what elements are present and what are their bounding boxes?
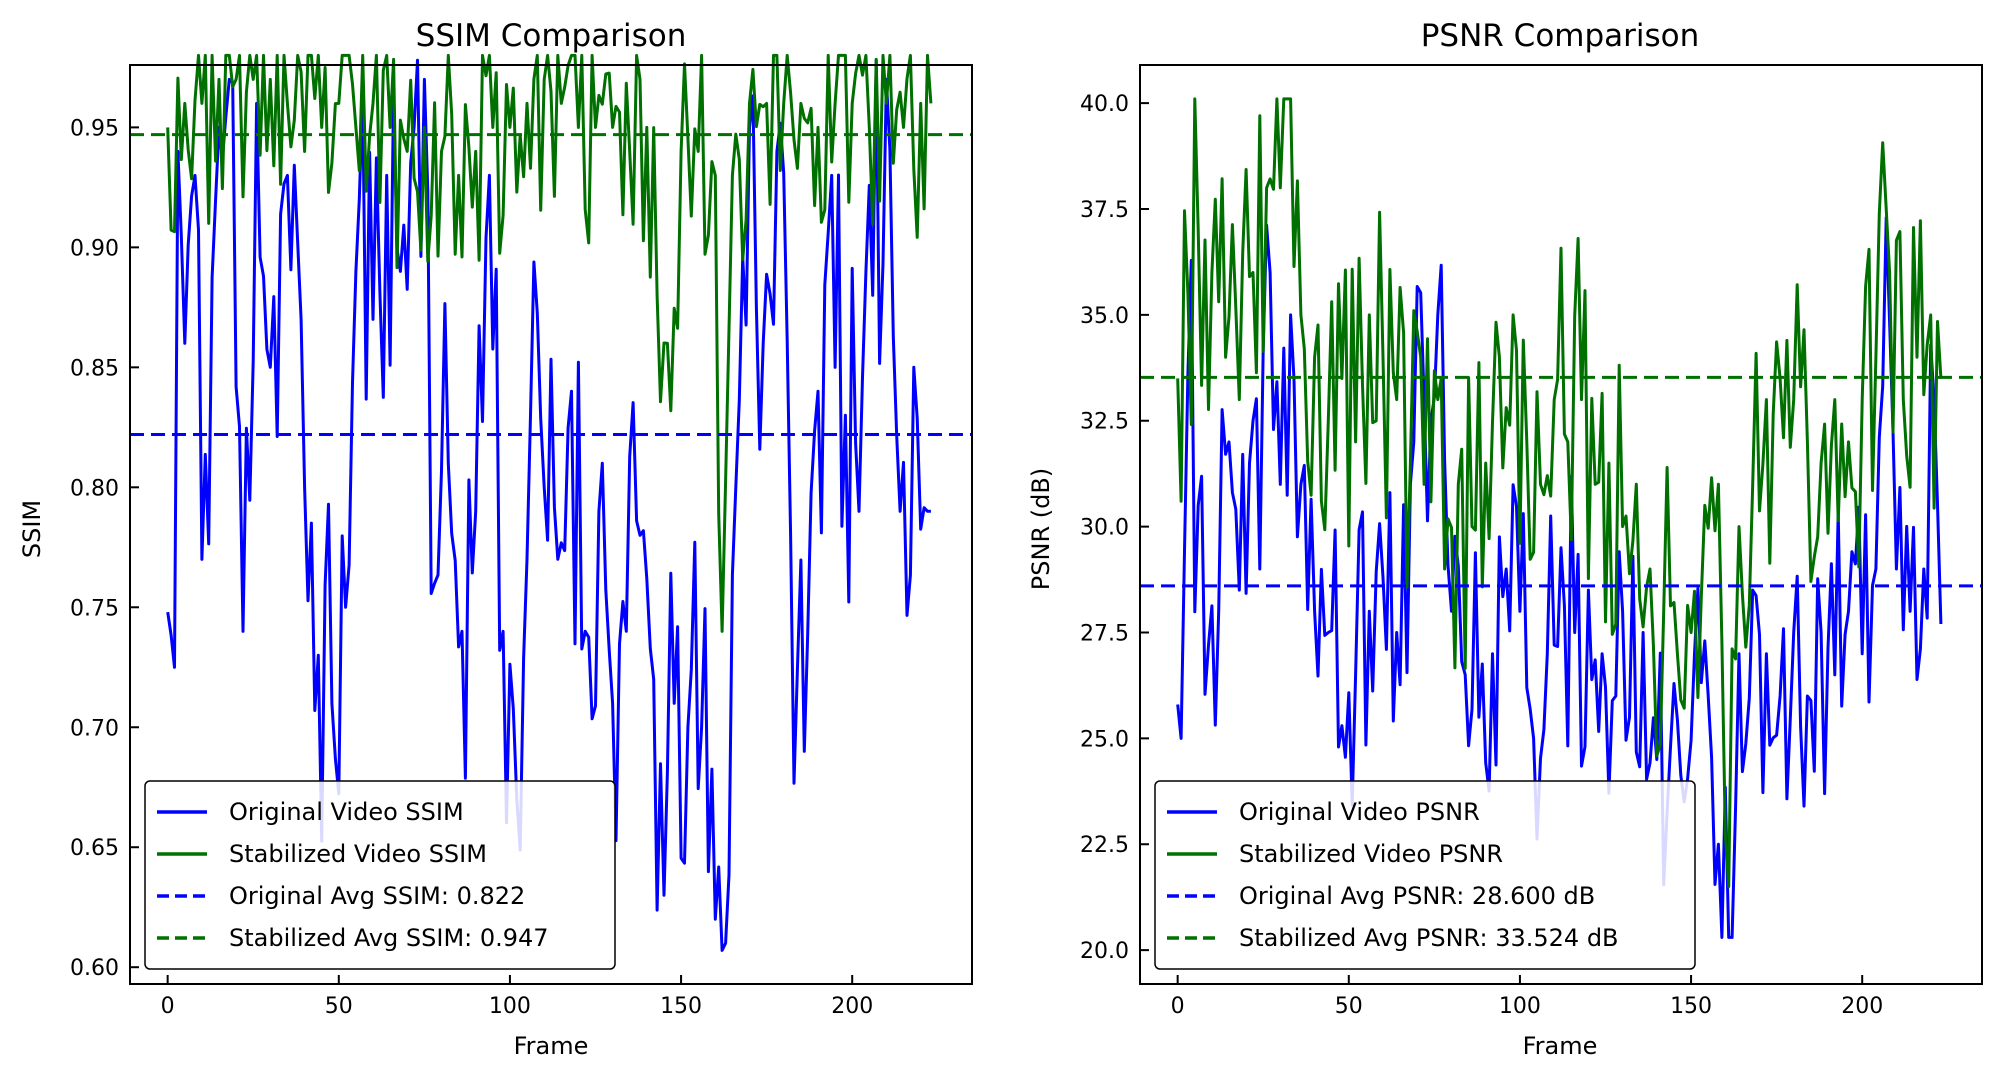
- y-tick-label: 25.0: [1080, 727, 1129, 752]
- y-tick-label: 40.0: [1080, 92, 1129, 117]
- y-tick-label: 27.5: [1080, 621, 1129, 646]
- y-tick-label: 0.65: [70, 836, 119, 861]
- plot-frame: [129, 64, 973, 985]
- x-tick-label: 150: [660, 994, 702, 1019]
- plot-frame: [1139, 64, 1983, 985]
- y-tick-label: 0.85: [70, 356, 119, 381]
- psnr-chart: PSNR Comparison Frame PSNR (dB) 0 50 100 15…: [1027, 18, 1983, 1060]
- series-line: [1176, 216, 1943, 939]
- legend-entry: Original Avg SSIM: 0.822: [229, 882, 525, 910]
- x-tick-label: 150: [1670, 994, 1712, 1019]
- y-tick-label: 37.5: [1080, 198, 1129, 223]
- x-tick-label: 0: [1171, 994, 1185, 1019]
- y-tick-label: 0.75: [70, 596, 119, 621]
- y-tick-label: 30.0: [1080, 516, 1129, 541]
- legend-entry: Original Video SSIM: [229, 798, 464, 826]
- legend-entry: Original Video PSNR: [1239, 798, 1480, 826]
- legend-entry: Stabilized Video SSIM: [229, 840, 487, 868]
- y-axis-label: PSNR (dB): [1027, 468, 1055, 590]
- x-tick-label: 200: [1841, 994, 1883, 1019]
- x-axis-label: Frame: [514, 1032, 589, 1060]
- x-tick-label: 50: [1335, 994, 1363, 1019]
- x-axis-label: Frame: [1523, 1032, 1598, 1060]
- x-tick-label: 200: [831, 994, 873, 1019]
- legend-entry: Original Avg PSNR: 28.600 dB: [1239, 882, 1595, 910]
- legend: Original Video PSNR Stabilized Video PSNR…: [1154, 780, 1696, 970]
- legend-entry: Stabilized Video PSNR: [1239, 840, 1503, 868]
- series-line: [166, 53, 933, 633]
- chart-title: SSIM Comparison: [416, 18, 687, 54]
- legend-entry: Stabilized Avg SSIM: 0.947: [229, 924, 549, 952]
- series-line: [166, 58, 931, 952]
- legend-box: [1154, 780, 1696, 970]
- x-tick-label: 50: [325, 994, 353, 1019]
- x-tick-label: 100: [489, 994, 531, 1019]
- y-tick-label: 0.60: [70, 956, 119, 981]
- y-axis-label: SSIM: [18, 500, 46, 558]
- y-tick-label: 0.90: [70, 236, 119, 261]
- y-tick-label: 22.5: [1080, 833, 1129, 858]
- legend: Original Video SSIM Stabilized Video SSIM…: [144, 780, 616, 970]
- chart-title: PSNR Comparison: [1421, 18, 1700, 54]
- series-line: [1176, 97, 1943, 889]
- legend-entry: Stabilized Avg PSNR: 33.524 dB: [1239, 924, 1619, 952]
- y-tick-label: 0.95: [70, 116, 119, 141]
- y-tick-label: 0.70: [70, 716, 119, 741]
- y-tick-label: 20.0: [1080, 939, 1129, 964]
- y-tick-label: 35.0: [1080, 304, 1129, 329]
- ssim-chart: SSIM Comparison Frame SSIM 0 50 100 150 200 …: [18, 18, 973, 1060]
- x-tick-label: 100: [1499, 994, 1541, 1019]
- y-tick-label: 0.80: [70, 476, 119, 501]
- y-tick-label: 32.5: [1080, 410, 1129, 435]
- legend-box: [144, 780, 616, 970]
- x-tick-label: 0: [161, 994, 175, 1019]
